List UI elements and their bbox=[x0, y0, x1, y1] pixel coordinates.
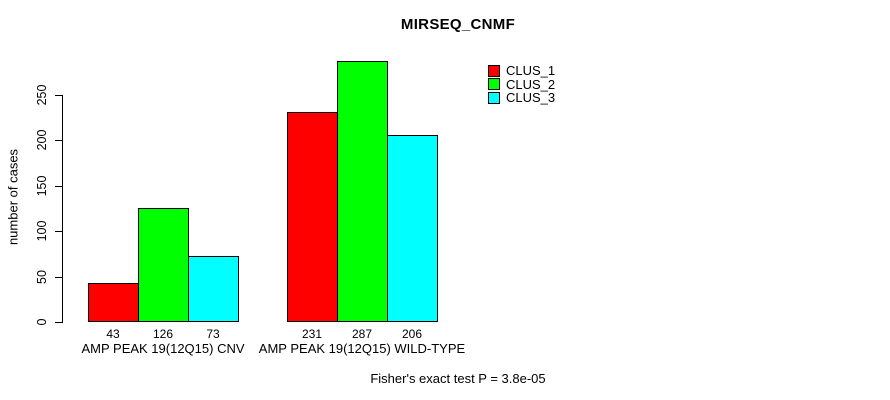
bar-value-label: 287 bbox=[351, 327, 373, 341]
y-axis-line bbox=[62, 95, 63, 323]
bar-clus_1-group1 bbox=[88, 282, 139, 322]
bar-value-label: 231 bbox=[301, 327, 323, 341]
legend: CLUS_1 CLUS_2 CLUS_3 bbox=[488, 63, 556, 106]
bar-value-label: 206 bbox=[401, 327, 423, 341]
fisher-test-annotation: Fisher's exact test P = 3.8e-05 bbox=[370, 371, 546, 386]
y-tick bbox=[55, 185, 62, 187]
category-label: AMP PEAK 19(12Q15) WILD-TYPE bbox=[258, 341, 466, 356]
bar-value-label: 43 bbox=[106, 327, 120, 341]
legend-label: CLUS_3 bbox=[506, 90, 556, 106]
y-tick bbox=[55, 95, 62, 96]
y-tick-label: 50 bbox=[35, 269, 49, 284]
y-tick bbox=[55, 322, 62, 323]
legend-item-clus_1: CLUS_1 bbox=[488, 63, 556, 79]
bar-value-label: 126 bbox=[152, 327, 174, 341]
y-tick-label: 250 bbox=[35, 84, 49, 106]
bar-clus_2-group2 bbox=[337, 61, 388, 322]
y-tick-label: 200 bbox=[35, 129, 49, 151]
legend-item-clus_3: CLUS_3 bbox=[488, 90, 556, 106]
legend-swatch-icon bbox=[488, 78, 500, 91]
legend-item-clus_2: CLUS_2 bbox=[488, 76, 556, 92]
y-tick-label: 0 bbox=[35, 318, 49, 326]
y-tick bbox=[55, 276, 62, 278]
y-axis-label: number of cases bbox=[5, 148, 21, 246]
bar-clus_2-group1 bbox=[138, 207, 189, 322]
y-tick-label: 150 bbox=[35, 175, 49, 197]
y-tick-label: 100 bbox=[35, 220, 49, 242]
y-tick bbox=[55, 231, 62, 233]
y-tick bbox=[55, 140, 62, 142]
bar-clus_3-group1 bbox=[188, 255, 239, 322]
bar-clus_1-group2 bbox=[287, 112, 338, 322]
legend-label: CLUS_2 bbox=[506, 76, 556, 92]
bar-clus_3-group2 bbox=[387, 134, 438, 322]
legend-swatch-icon bbox=[488, 64, 500, 77]
legend-swatch-icon bbox=[488, 91, 500, 104]
category-label: AMP PEAK 19(12Q15) CNV bbox=[81, 341, 245, 356]
chart-title: MIRSEQ_CNMF bbox=[400, 16, 516, 33]
bar-value-label: 73 bbox=[206, 327, 220, 341]
legend-label: CLUS_1 bbox=[506, 63, 556, 79]
